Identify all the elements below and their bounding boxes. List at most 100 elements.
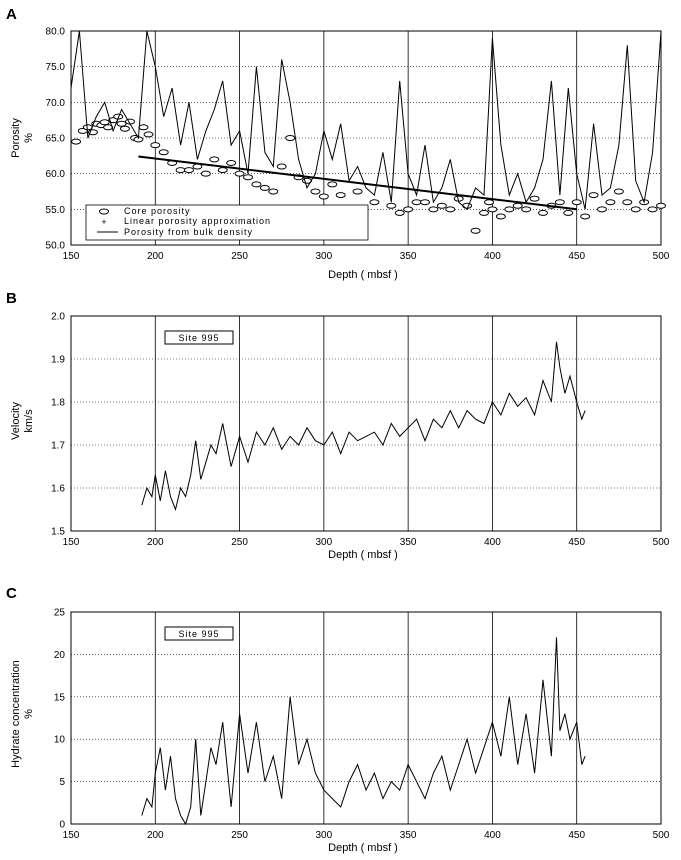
plot-area-b (142, 342, 585, 510)
y-tick-label-c: 20 (54, 650, 66, 661)
x-tick-label-c: 300 (316, 830, 333, 841)
core-porosity-point (555, 200, 564, 205)
core-porosity-point (606, 200, 615, 205)
legend-bulk-density-label: Porosity from bulk density (124, 227, 253, 237)
core-porosity-point (218, 168, 227, 173)
core-porosity-point (572, 200, 581, 205)
core-porosity-point (72, 139, 81, 144)
panel-letter-b: B (6, 290, 17, 307)
core-porosity-point (589, 193, 598, 198)
core-porosity-point (185, 168, 194, 173)
core-porosity-point (623, 200, 632, 205)
y-axis-title-c-line1: Hydrate concentration (10, 660, 22, 768)
core-porosity-point (201, 171, 210, 176)
core-porosity-point (471, 228, 480, 233)
x-tick-label-b: 350 (400, 537, 417, 548)
x-tick-label-c: 450 (568, 830, 585, 841)
core-porosity-point (614, 189, 623, 194)
core-porosity-point (252, 182, 261, 187)
y-tick-label-a: 70.0 (46, 98, 66, 109)
core-porosity-point (151, 143, 160, 148)
core-porosity-point (176, 168, 185, 173)
core-porosity-point (328, 182, 337, 187)
y-tick-label-b: 2.0 (51, 312, 65, 323)
x-tick-label-a: 500 (653, 251, 670, 262)
y-axis-title-a: Porosity % (10, 118, 35, 158)
panel-a: A 150 200 250 300 350 400 450 50050.055.060.065… (6, 6, 670, 281)
x-tick-label-a: 400 (484, 251, 501, 262)
x-axis-title-a: Depth ( mbsf ) (328, 269, 398, 281)
core-porosity-point (581, 214, 590, 219)
core-porosity-point (496, 214, 505, 219)
x-tick-label-a: 350 (400, 251, 417, 262)
core-porosity-point (227, 160, 236, 165)
y-axis-title-a-line1: Porosity (10, 118, 22, 158)
core-porosity-point (277, 164, 286, 169)
y-tick-label-b: 1.8 (51, 398, 65, 409)
y-axis-title-b-line2: km/s (23, 409, 35, 433)
x-tick-label-b: 300 (316, 537, 333, 548)
core-porosity-point (485, 200, 494, 205)
core-porosity-point (463, 203, 472, 208)
core-porosity-point (539, 210, 548, 215)
x-axis-title-c: Depth ( mbsf ) (328, 842, 398, 854)
x-tick-label-c: 200 (147, 830, 164, 841)
y-tick-label-c: 5 (59, 777, 65, 788)
panel-b: B 150 200 250 300 350 400 450 500 1.5 1.6 1.7 1.8 1.… (6, 290, 670, 561)
y-tick-label-b: 1.6 (51, 484, 65, 495)
x-tick-label-c: 400 (484, 830, 501, 841)
x-tick-label-a: 300 (316, 251, 333, 262)
x-tick-label-a: 150 (63, 251, 80, 262)
core-porosity-point (421, 200, 430, 205)
core-porosity-point (269, 189, 278, 194)
core-porosity-point (446, 207, 455, 212)
core-porosity-point (564, 210, 573, 215)
core-porosity-point (530, 196, 539, 201)
x-tick-label-a: 450 (568, 251, 585, 262)
legend-core-porosity-label: Core porosity (124, 206, 191, 216)
core-porosity-point (100, 120, 109, 125)
core-porosity-point (120, 126, 129, 131)
y-tick-label-a: 65.0 (46, 134, 66, 145)
x-tick-label-a: 200 (147, 251, 164, 262)
y-axis-title-b: Velocity km/s (10, 402, 35, 440)
x-tick-label-a: 250 (231, 251, 248, 262)
x-tick-label-b: 200 (147, 537, 164, 548)
x-axis-title-b: Depth ( mbsf ) (328, 549, 398, 561)
core-porosity-point (370, 200, 379, 205)
x-tick-label-b: 250 (231, 537, 248, 548)
x-tick-label-b: 450 (568, 537, 585, 548)
site-label-b: Site 995 (178, 333, 219, 343)
x-tick-label-b: 400 (484, 537, 501, 548)
core-porosity-point (353, 189, 362, 194)
core-porosity-point (210, 157, 219, 162)
series-line-b (142, 342, 585, 510)
legend-a: Core porosity + Linear porosity approxim… (86, 205, 368, 240)
y-axis-title-c: Hydrate concentration % (10, 660, 35, 768)
series-line-c (142, 637, 585, 824)
y-tick-label-a: 60.0 (46, 169, 66, 180)
core-porosity-point (429, 207, 438, 212)
core-porosity-point (286, 136, 295, 141)
core-porosity-point (117, 121, 126, 126)
legend-linear-marker: + (101, 217, 106, 227)
core-porosity-point (437, 203, 446, 208)
panel-letter-a: A (6, 6, 17, 23)
y-tick-label-c: 0 (59, 820, 65, 831)
core-porosity-point (404, 207, 413, 212)
core-porosity-point (387, 203, 396, 208)
core-porosity-point (319, 194, 328, 199)
core-porosity-point (235, 171, 244, 176)
core-porosity-point (311, 189, 320, 194)
x-tick-label-c: 250 (231, 830, 248, 841)
y-tick-label-a: 80.0 (46, 27, 66, 38)
y-tick-label-c: 25 (54, 608, 66, 619)
panel-letter-c: C (6, 585, 17, 602)
core-porosity-point (480, 210, 489, 215)
grid-c (71, 612, 661, 824)
core-porosity-point (395, 210, 404, 215)
panel-c: C 150 200 250 300 350 400 450 5000510152025 Sit… (6, 585, 670, 854)
y-axis-title-b-line1: Velocity (10, 402, 22, 440)
plot-area-c (142, 637, 585, 824)
core-porosity-point (631, 207, 640, 212)
